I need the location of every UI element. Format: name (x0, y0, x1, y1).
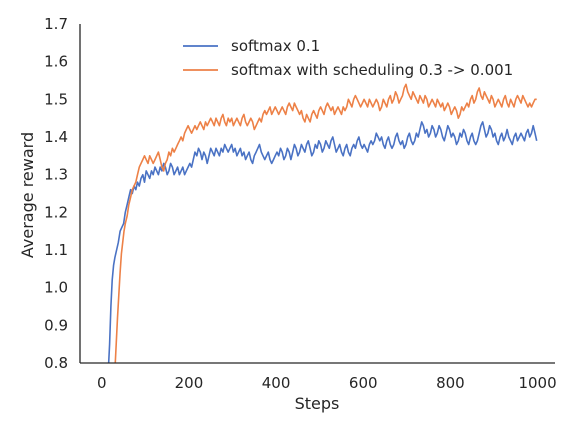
y-axis-label: Average reward (18, 132, 37, 258)
x-tick-label: 200 (175, 374, 204, 392)
x-axis-label: Steps (295, 394, 340, 413)
y-tick-label: 1.2 (44, 203, 68, 221)
legend-label-series-0: softmax 0.1 (231, 37, 320, 55)
series-line-1 (114, 83, 537, 363)
y-tick-label: 1.1 (44, 241, 68, 259)
y-tick-label: 0.9 (44, 316, 68, 334)
y-tick-label: 1.5 (44, 90, 68, 108)
y-tick-labels: 0.8 0.9 1.0 1.1 1.2 1.3 1.4 1.5 1.6 1.7 (44, 15, 68, 372)
y-tick-label: 1.7 (44, 15, 68, 33)
y-tick-label: 0.8 (44, 354, 68, 372)
x-tick-label: 600 (349, 374, 378, 392)
y-tick-label: 1.0 (44, 279, 68, 297)
x-tick-label: 0 (97, 374, 107, 392)
x-tick-label: 400 (262, 374, 291, 392)
y-tick-label: 1.4 (44, 128, 68, 146)
x-tick-labels: 0 200 400 600 800 1000 (97, 374, 557, 392)
legend-label-series-1: softmax with scheduling 0.3 -> 0.001 (231, 61, 513, 79)
legend: softmax 0.1 softmax with scheduling 0.3 … (183, 37, 513, 79)
x-tick-label: 800 (436, 374, 465, 392)
y-tick-label: 1.3 (44, 166, 68, 184)
plot-lines (107, 83, 538, 363)
y-tick-label: 1.6 (44, 53, 68, 71)
x-tick-label: 1000 (518, 374, 556, 392)
series-line-0 (107, 121, 538, 363)
